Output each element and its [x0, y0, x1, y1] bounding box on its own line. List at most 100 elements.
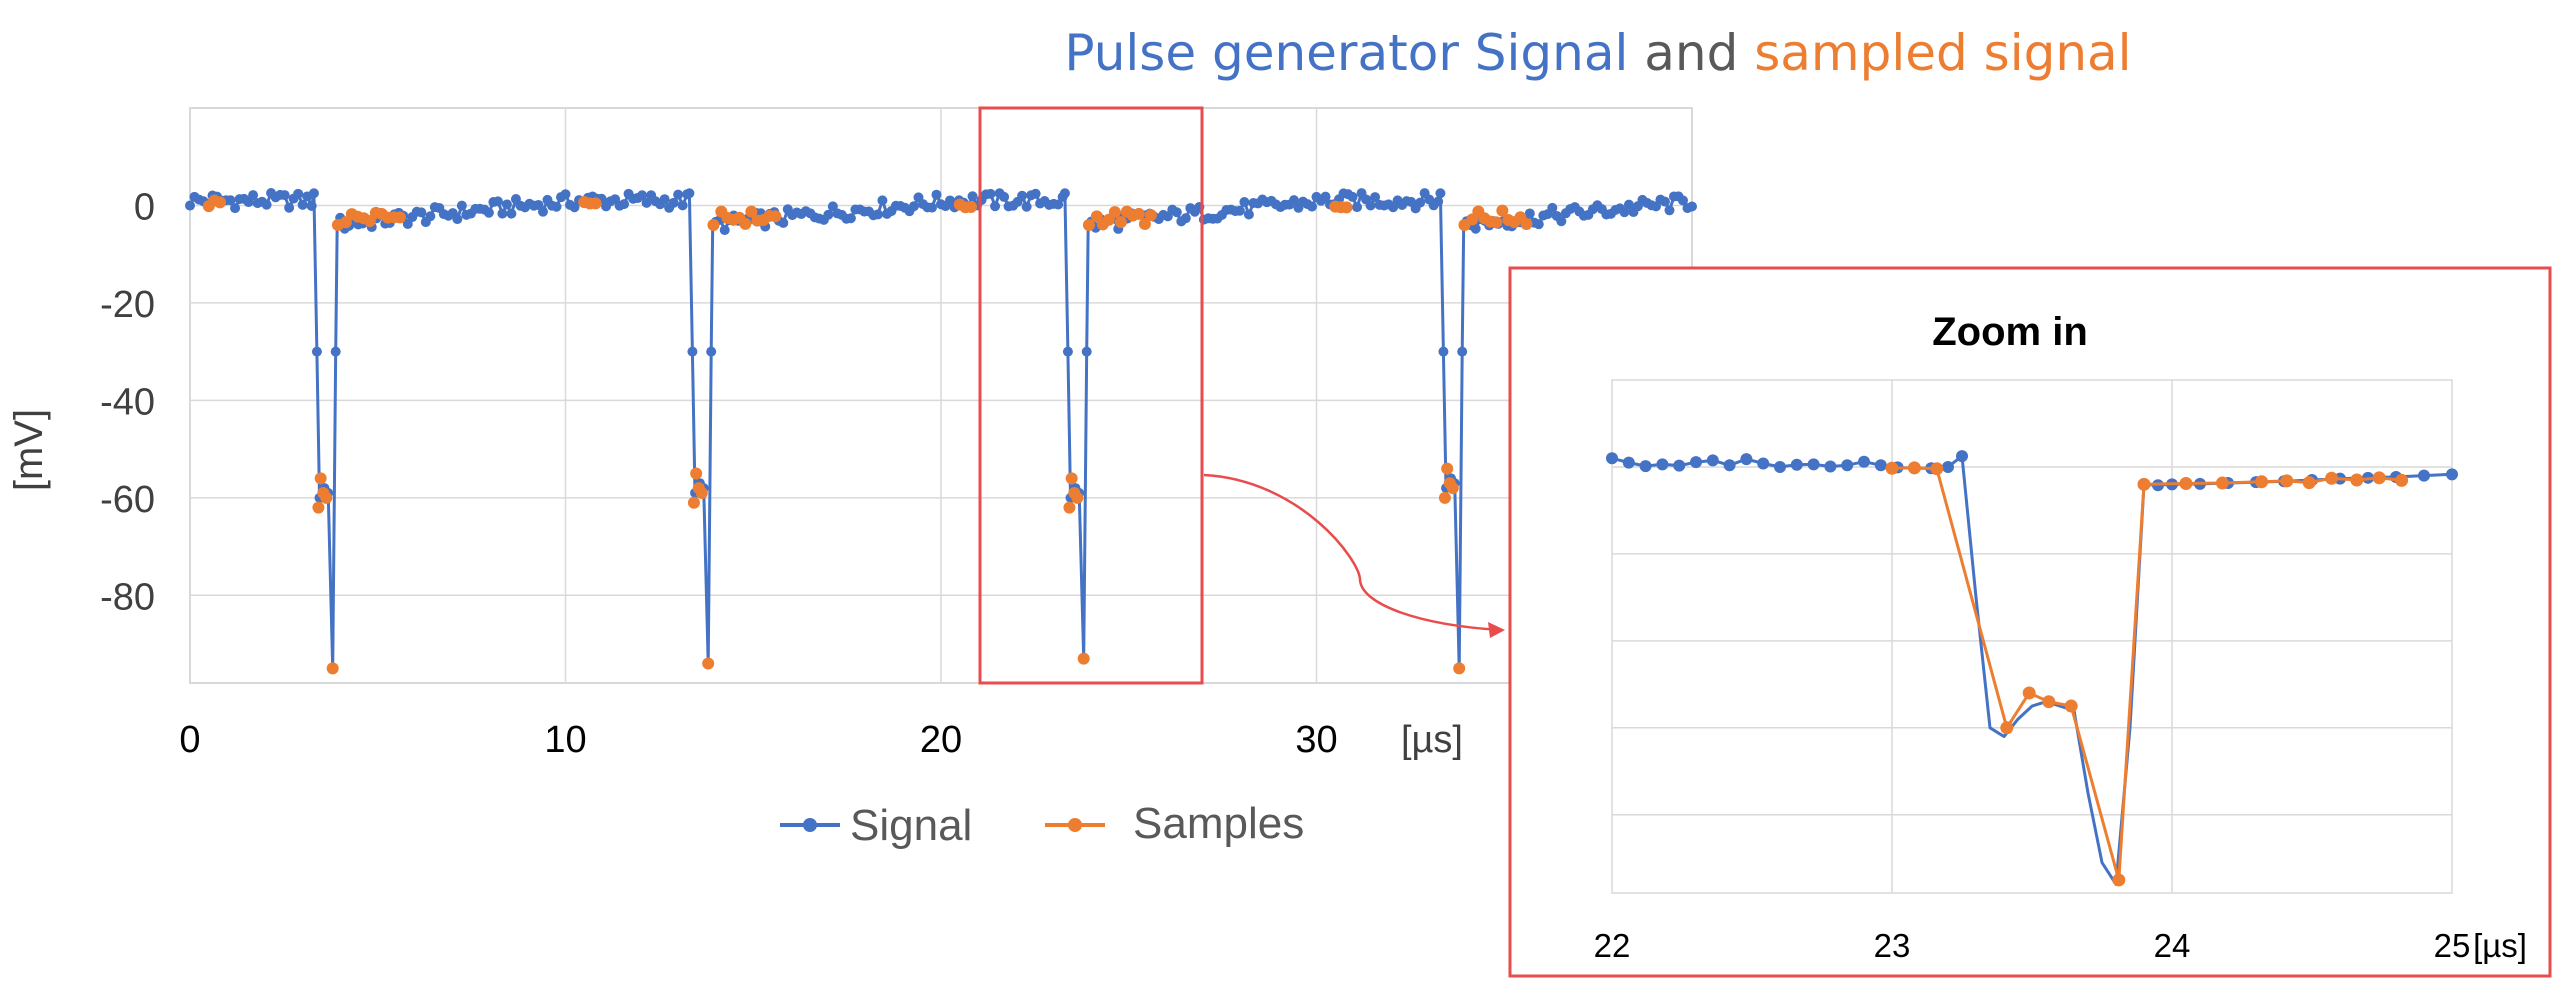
main-sample-point	[745, 205, 758, 218]
main-signal-point	[1677, 195, 1688, 206]
zoom-x-tick-label: 25	[2434, 927, 2471, 964]
main-sample-point	[1441, 462, 1454, 475]
zoom-sample-point	[2280, 474, 2294, 488]
main-signal-point	[1524, 208, 1535, 219]
title-part-signal: Pulse generator Signal	[1064, 24, 1628, 82]
main-signal-point	[416, 207, 427, 218]
zoom-signal-point	[1774, 460, 1786, 473]
zoom-plot-area	[1611, 379, 2453, 894]
main-y-tick-label: -40	[100, 381, 155, 423]
main-y-tick-label: 0	[134, 186, 155, 228]
legend-samples-marker	[1068, 818, 1082, 832]
zoom-signal-point	[1942, 460, 1954, 473]
zoom-sample-point	[1885, 461, 1899, 475]
zoom-chart: Zoom in 22 23 24 25 [µs]	[1508, 266, 2552, 978]
main-signal-point	[706, 346, 717, 357]
main-signal-point	[456, 200, 467, 211]
main-signal-point	[1533, 219, 1544, 230]
main-signal-point	[1438, 346, 1449, 357]
main-signal-point	[551, 201, 562, 212]
title-part-sampled: sampled signal	[1754, 24, 2131, 82]
main-signal-point	[506, 208, 517, 219]
main-signal-point	[1659, 196, 1670, 207]
zoom-sample-point	[1907, 461, 1921, 475]
main-signal-point	[684, 188, 695, 199]
main-signal-point	[1059, 188, 1070, 199]
zoom-region-highlight	[978, 106, 1204, 685]
main-signal-point	[872, 209, 883, 220]
main-sample-point	[1071, 491, 1084, 504]
main-signal-point	[279, 190, 290, 201]
main-sample-point	[1490, 216, 1503, 229]
main-signal-point	[284, 202, 295, 213]
main-signal-point	[1030, 188, 1041, 199]
zoom-signal-point	[1858, 455, 1870, 468]
zoom-sample-point	[2137, 477, 2151, 491]
main-sample-point	[326, 662, 339, 675]
zoom-signal-point	[1757, 457, 1770, 470]
zoom-sample-point	[2022, 686, 2036, 700]
main-signal-point	[185, 200, 195, 211]
main-signal-point	[778, 217, 789, 228]
main-signal-point	[1017, 190, 1028, 201]
main-signal-point	[1433, 196, 1444, 207]
main-signal-point	[537, 206, 548, 217]
main-sample-point	[314, 472, 327, 485]
main-sample-point	[695, 486, 708, 499]
main-sample-point	[1108, 206, 1121, 219]
main-sample-point	[1077, 652, 1090, 665]
zoom-sample-point	[2215, 476, 2229, 490]
main-y-tick-label: -60	[100, 479, 155, 521]
main-x-tick-label: 10	[544, 719, 586, 761]
main-signal-point	[1288, 195, 1299, 206]
main-sample-point	[1114, 216, 1127, 229]
main-signal-point	[225, 195, 236, 206]
main-signal-point	[637, 190, 648, 201]
main-signal-point	[1062, 346, 1073, 357]
zoom-sample-point	[2325, 471, 2339, 485]
main-sample-point	[1144, 209, 1157, 222]
main-signal-point	[1457, 346, 1468, 357]
zoom-frame	[1508, 266, 2552, 978]
main-sample-point	[702, 657, 715, 670]
main-signal-point	[877, 195, 888, 206]
main-signal-point	[1180, 213, 1191, 224]
legend-signal-label: Signal	[850, 801, 972, 850]
main-sample-point	[1132, 207, 1145, 220]
main-signal-point	[1053, 199, 1064, 210]
main-signal-point	[306, 200, 317, 211]
zoom-signal-point	[1606, 452, 1618, 465]
main-signal-point	[1234, 205, 1245, 216]
main-signal-point	[452, 214, 463, 225]
figure-title: Pulse generator Signal and sampled signa…	[1064, 24, 2131, 82]
main-signal-point	[985, 188, 996, 199]
zoom-sample-point	[1930, 462, 1944, 476]
main-signal-point	[483, 207, 494, 218]
main-sample-point	[1446, 482, 1459, 495]
main-signal-point	[1415, 197, 1426, 208]
main-signal-point	[719, 225, 730, 236]
main-signal-point	[425, 211, 436, 222]
main-signal-point	[248, 190, 259, 201]
main-sample-point	[1082, 218, 1095, 231]
main-signal-point	[908, 201, 919, 212]
main-y-axis-ticks: 0 -20 -40 -60 -80	[100, 186, 155, 618]
main-signal-point	[1239, 197, 1250, 208]
zoom-signal-point	[1874, 459, 1887, 472]
main-signal-point	[1021, 201, 1032, 212]
zoom-signal-point	[1673, 459, 1686, 472]
main-signal-point	[330, 346, 341, 357]
main-sample-point	[769, 210, 782, 223]
main-signal-point	[311, 346, 322, 357]
main-y-axis-label: [mV]	[7, 409, 51, 491]
zoom-signal-point	[1656, 458, 1669, 471]
main-signal-point	[1306, 201, 1317, 212]
main-signal-point	[823, 209, 834, 220]
main-signal-point	[845, 213, 856, 224]
main-chart: 0 -20 -40 -60 -80 0 10 20 30 [mV] [µs]	[7, 107, 1697, 761]
main-signal-point	[659, 194, 670, 205]
main-signal-point	[492, 196, 503, 207]
main-sample-point	[707, 218, 720, 231]
main-signal-point	[1081, 346, 1092, 357]
